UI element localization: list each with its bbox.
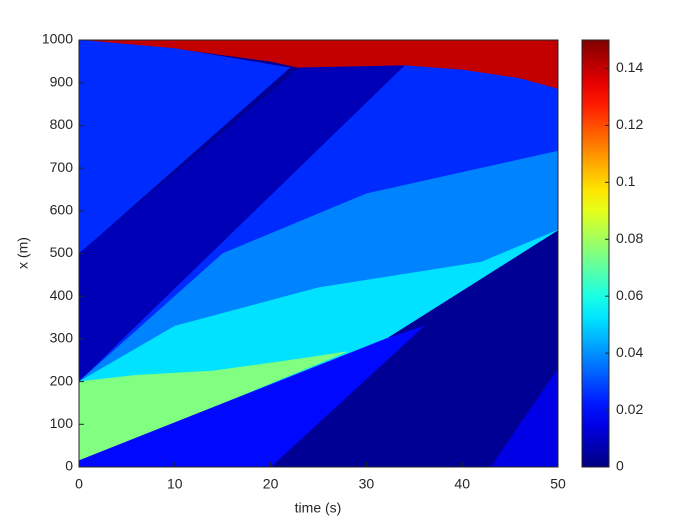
colorbar-tick-label: 0.02 <box>616 401 643 417</box>
x-tick-label: 40 <box>454 476 470 492</box>
x-tick-label: 30 <box>359 476 375 492</box>
x-tick-label: 0 <box>75 476 83 492</box>
y-tick-label: 400 <box>50 287 74 303</box>
colorbar-tick-label: 0.04 <box>616 344 643 360</box>
y-tick-label: 700 <box>50 159 74 175</box>
colorbar-tick-label: 0.14 <box>616 59 643 75</box>
y-tick-label: 300 <box>50 330 74 346</box>
x-tick-label: 20 <box>263 476 279 492</box>
y-tick-label: 200 <box>50 372 74 388</box>
x-tick-label: 50 <box>550 476 566 492</box>
colorbar-tick-label: 0 <box>616 458 624 474</box>
colorbar <box>581 39 610 468</box>
y-tick-label: 800 <box>50 116 74 132</box>
contour-region <box>79 40 291 254</box>
y-axis-label: x (m) <box>15 237 31 269</box>
contour-region <box>490 368 558 467</box>
colorbar-tick-label: 0.08 <box>616 230 643 246</box>
y-tick-label: 600 <box>50 202 74 218</box>
colorbar-tick-label: 0.12 <box>616 116 643 132</box>
y-tick-label: 0 <box>65 458 73 474</box>
plot-area <box>79 40 558 467</box>
colorbar-tick-label: 0.06 <box>616 287 643 303</box>
y-tick-label: 1000 <box>42 31 73 47</box>
contour-region <box>79 325 425 467</box>
y-tick-label: 900 <box>50 73 74 89</box>
y-tick-label: 500 <box>50 244 74 260</box>
x-tick-label: 10 <box>167 476 183 492</box>
x-axis-label: time (s) <box>295 500 342 516</box>
y-tick-label: 100 <box>50 415 74 431</box>
colorbar-tick-label: 0.1 <box>616 173 636 189</box>
